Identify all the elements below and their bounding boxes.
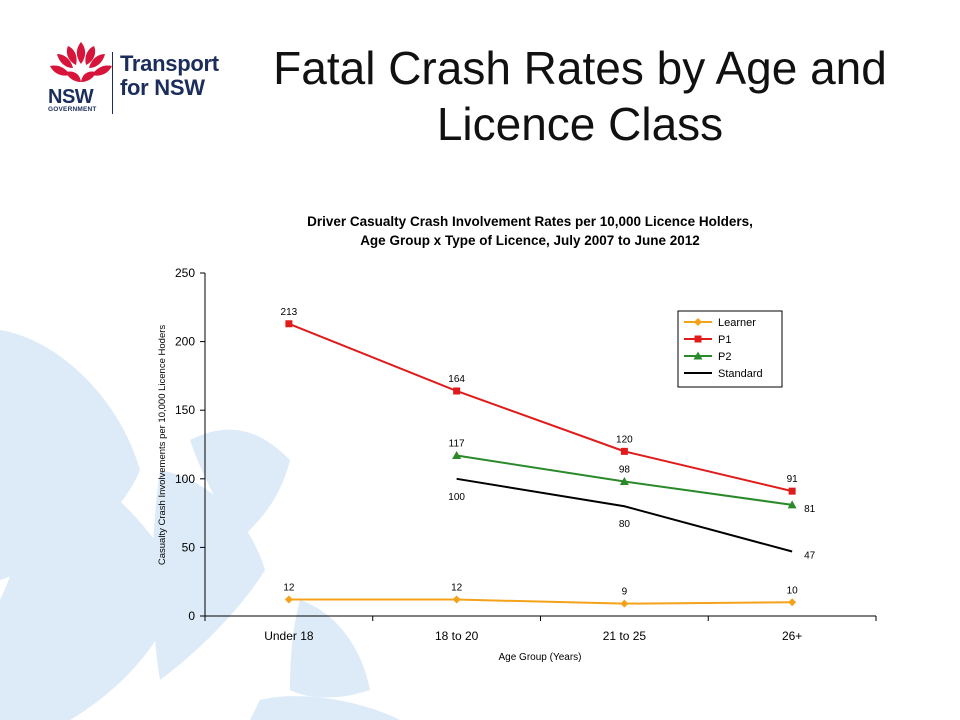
- y-tick-label: 250: [175, 266, 195, 280]
- y-tick-label: 0: [188, 609, 195, 623]
- data-point-square: [694, 335, 702, 343]
- data-point-triangle: [452, 450, 462, 459]
- data-label: 91: [787, 474, 799, 485]
- data-point-square: [620, 447, 628, 455]
- y-tick-label: 100: [175, 472, 195, 486]
- nsw-wordmark: NSW: [48, 86, 94, 108]
- legend-box: [677, 310, 783, 388]
- logo-text-line1: Transport: [120, 51, 219, 76]
- logo-text-line2: for NSW: [120, 75, 205, 100]
- data-label: 81: [804, 504, 816, 515]
- data-label: 12: [283, 583, 295, 594]
- data-label: 117: [449, 438, 465, 449]
- x-tick-label: 26+: [782, 629, 802, 643]
- x-tick-label: 18 to 20: [435, 629, 479, 643]
- data-point-triangle: [787, 500, 797, 509]
- data-point-triangle: [693, 351, 703, 360]
- chart-legend: Learner P1 P2 Standard: [677, 310, 783, 388]
- data-point-square: [788, 487, 796, 495]
- y-tick-label: 50: [182, 540, 196, 554]
- data-label: 213: [281, 307, 298, 318]
- waratah-icon: [50, 42, 112, 82]
- y-tick-label: 200: [175, 335, 195, 349]
- data-label: 98: [619, 465, 631, 476]
- data-point-diamond: [452, 595, 461, 604]
- data-label: 12: [451, 583, 463, 594]
- data-label: 47: [804, 551, 816, 562]
- data-label: 80: [619, 519, 631, 530]
- data-point-square: [285, 320, 293, 328]
- series-p2: [452, 450, 797, 509]
- data-point-diamond: [284, 595, 293, 604]
- data-label: 120: [616, 434, 633, 445]
- series-standard: [456, 477, 793, 553]
- chart-title-line2: Age Group x Type of Licence, July 2007 t…: [360, 233, 700, 248]
- data-point-square: [453, 387, 461, 395]
- logo-divider: [112, 52, 113, 114]
- series-learner: [284, 595, 797, 608]
- data-label: 100: [448, 492, 465, 503]
- x-axis-label: Age Group (Years): [498, 652, 581, 663]
- series-line-learner: [288, 598, 793, 605]
- legend-entry-label: P2: [718, 351, 731, 363]
- logo-text: Transport for NSW: [120, 52, 260, 100]
- series-line-standard: [456, 477, 793, 553]
- y-tick-label: 150: [175, 403, 195, 417]
- series-p1: [285, 320, 796, 495]
- data-point-diamond: [620, 599, 629, 608]
- data-point-diamond: [694, 318, 702, 326]
- series-line-p1: [288, 322, 793, 493]
- data-point-diamond: [788, 598, 797, 607]
- y-axis-label: Casualty Crash Involvements per 10,000 L…: [157, 325, 168, 566]
- transport-for-nsw-logo: [46, 40, 246, 120]
- legend-entry-label: Standard: [718, 368, 763, 380]
- legend-entry-label: P1: [718, 334, 731, 346]
- data-label: 10: [787, 585, 799, 596]
- data-label: 164: [448, 374, 465, 385]
- slide-title: Fatal Crash Rates by Age and Licence Cla…: [273, 42, 887, 150]
- legend-entry-label: Learner: [718, 317, 756, 329]
- x-tick-label: 21 to 25: [603, 629, 647, 643]
- data-point-triangle: [619, 477, 629, 486]
- x-tick-label: Under 18: [264, 629, 314, 643]
- chart-title-line1: Driver Casualty Crash Involvement Rates …: [307, 214, 753, 229]
- data-label: 9: [622, 587, 628, 598]
- nsw-government-wordmark: GOVERNMENT: [48, 106, 97, 113]
